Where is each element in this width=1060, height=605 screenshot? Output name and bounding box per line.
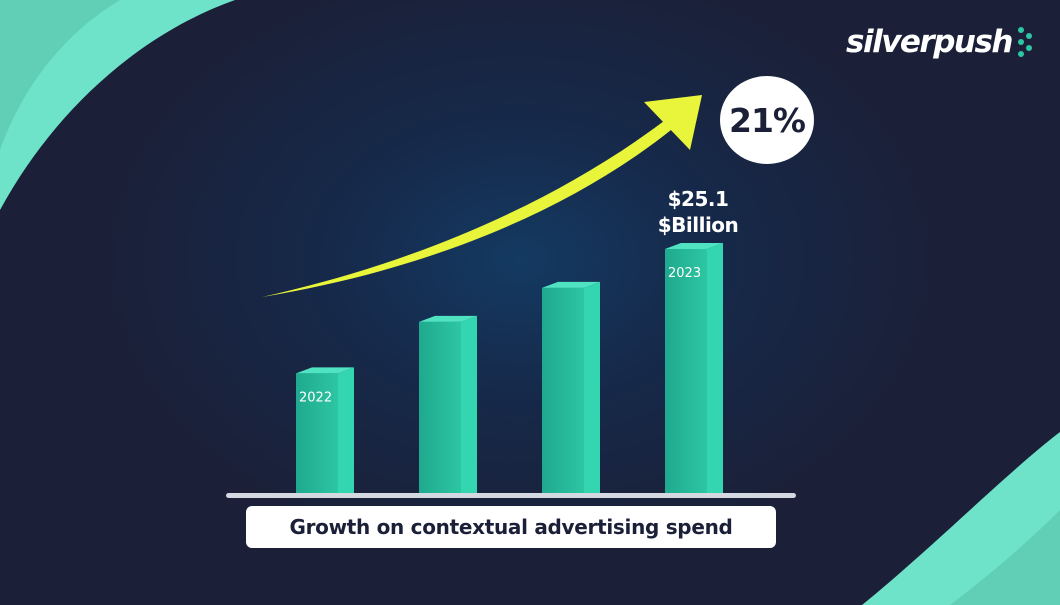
- highlight-value-label: $25.1 $Billion: [640, 186, 756, 238]
- silverpush-logo: silverpush: [846, 24, 1036, 60]
- bar-top: [665, 243, 723, 249]
- bar: [296, 367, 354, 493]
- growth-arrow: [262, 95, 702, 297]
- bar-chart: 2022 2023: [226, 243, 796, 498]
- bar-category-label: 2023: [668, 266, 701, 281]
- bar: [665, 243, 723, 493]
- growth-percent-badge: 21%: [720, 76, 814, 164]
- chart-baseline: [226, 493, 796, 498]
- bar-top: [296, 367, 354, 374]
- bar-side: [338, 367, 354, 493]
- bar-category-label: 2022: [299, 390, 332, 405]
- bar-front: [419, 321, 461, 493]
- bar-side: [584, 281, 600, 493]
- growth-arrow-head: [644, 95, 702, 150]
- bar-top: [542, 281, 600, 288]
- bar-front: [296, 373, 338, 493]
- top-left-swoosh: [0, 0, 235, 210]
- bar-side: [707, 243, 723, 493]
- logo-wordmark: silverpush: [846, 24, 1014, 60]
- growth-arrow-shaft: [262, 118, 676, 297]
- top-left-swoosh-inner: [0, 0, 120, 150]
- growth-percent-value: 21%: [729, 100, 806, 140]
- bar-front: [542, 287, 584, 493]
- bar-front: [665, 249, 707, 493]
- bar-side: [461, 315, 477, 493]
- bottom-right-swoosh-inner: [950, 510, 1060, 605]
- highlight-unit: $Billion: [657, 213, 739, 237]
- caption-box: Growth on contextual advertising spend: [246, 506, 776, 548]
- bar-top: [419, 315, 477, 322]
- bar: [419, 315, 477, 493]
- chart-caption: Growth on contextual advertising spend: [289, 515, 733, 539]
- bar: [542, 281, 600, 493]
- highlight-amount: $25.1: [667, 187, 729, 211]
- logo-dots-icon: [1018, 27, 1033, 57]
